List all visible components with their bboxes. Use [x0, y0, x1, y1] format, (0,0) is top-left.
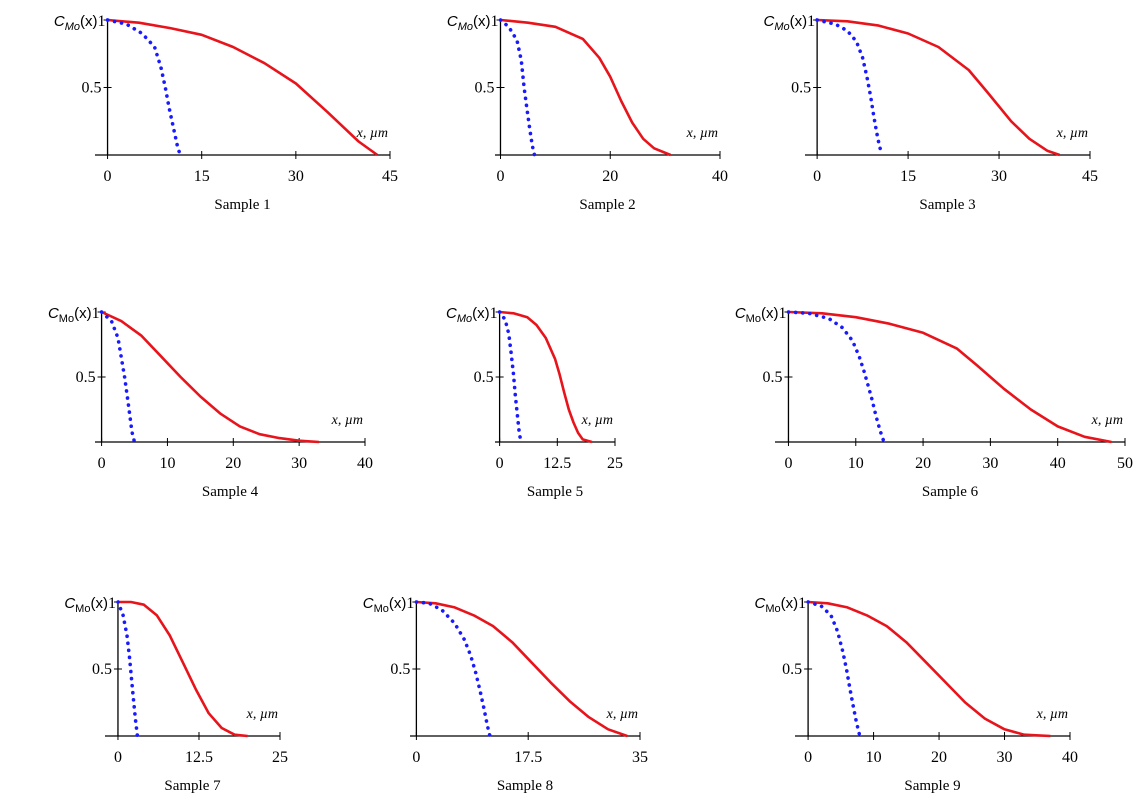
- y-axis-label: CMo(x)1: [363, 595, 415, 615]
- x-tick-label: 45: [382, 168, 398, 185]
- x-tick-label: 0: [98, 455, 106, 472]
- y-tick-label: 0.5: [82, 80, 102, 97]
- x-tick-label: 15: [900, 168, 916, 185]
- panel-caption: Sample 5: [527, 484, 583, 500]
- model-profile-dotted-line: [105, 18, 183, 157]
- y-axis-label: CMo(x)1: [447, 13, 499, 33]
- x-tick-label: 20: [225, 455, 241, 472]
- model-profile-dotted-line: [806, 600, 862, 738]
- measured-profile-line: [808, 600, 1051, 738]
- x-tick-label: 10: [848, 455, 864, 472]
- measured-profile-line: [817, 18, 1061, 157]
- panel-caption: Sample 2: [579, 197, 635, 213]
- x-tick-label: 10: [159, 455, 175, 472]
- y-axis-label: CMo(x)1: [735, 305, 787, 325]
- x-tick-label: 0: [804, 749, 812, 766]
- measured-profile-line: [788, 310, 1112, 444]
- y-axis-label: CMo(x)1: [64, 595, 116, 615]
- chart-panel-2: 0 20 40 0.5 CMo(x)1 x, µm Sample 2: [447, 13, 728, 213]
- x-axis-label: x, µm: [1056, 126, 1088, 141]
- y-tick-label: 0.5: [390, 661, 410, 678]
- x-tick-label: 20: [931, 749, 947, 766]
- x-axis-label: x, µm: [1091, 413, 1123, 428]
- x-axis-label: x, µm: [686, 126, 718, 141]
- x-tick-label: 30: [291, 455, 307, 472]
- chart-panel-6: 0 10 20 30 40 50 0.5 CMo(x)1 x, µm Sample 6: [735, 305, 1133, 500]
- x-tick-label: 0: [784, 455, 792, 472]
- x-tick-label: 35: [632, 749, 648, 766]
- y-tick-label: 0.5: [474, 80, 494, 97]
- x-axis-label: x, µm: [246, 707, 278, 722]
- panel-caption: Sample 3: [919, 197, 975, 213]
- model-profile-dotted-line: [815, 18, 885, 157]
- model-profile-dotted-line: [414, 600, 492, 738]
- y-tick-label: 0.5: [782, 661, 802, 678]
- measured-profile-line: [118, 600, 248, 738]
- x-axis-label: x, µm: [1036, 707, 1068, 722]
- x-axis-label: x, µm: [581, 413, 613, 428]
- x-axis-label: x, µm: [606, 707, 638, 722]
- x-tick-label: 20: [915, 455, 931, 472]
- x-tick-label: 12.5: [185, 749, 213, 766]
- y-axis-label: CMo(x)1: [54, 13, 106, 33]
- x-tick-label: 40: [1062, 749, 1078, 766]
- x-tick-label: 40: [1050, 455, 1066, 472]
- measured-profile-line: [107, 18, 379, 157]
- x-tick-label: 12.5: [543, 455, 571, 472]
- x-axis-label: x, µm: [356, 126, 388, 141]
- measured-profile-line: [500, 18, 672, 157]
- x-tick-label: 0: [412, 749, 420, 766]
- y-tick-label: 0.5: [76, 369, 96, 386]
- panel-caption: Sample 9: [904, 778, 960, 794]
- x-tick-label: 25: [607, 455, 623, 472]
- x-tick-label: 40: [712, 168, 728, 185]
- model-profile-dotted-line: [786, 310, 886, 444]
- x-tick-label: 0: [496, 455, 504, 472]
- x-tick-label: 40: [357, 455, 373, 472]
- x-tick-label: 0: [114, 749, 122, 766]
- model-profile-dotted-line: [99, 310, 137, 444]
- x-axis-label: x, µm: [331, 413, 363, 428]
- x-tick-label: 0: [104, 168, 112, 185]
- y-axis-label: CMo(x)1: [446, 305, 498, 325]
- measured-profile-line: [101, 310, 319, 444]
- chart-panel-3: 0 15 30 45 0.5 CMo(x)1 x, µm Sample 3: [764, 13, 1098, 213]
- y-tick-label: 0.5: [92, 661, 112, 678]
- y-tick-label: 0.5: [762, 369, 782, 386]
- x-tick-label: 30: [997, 749, 1013, 766]
- panel-caption: Sample 1: [214, 197, 270, 213]
- x-tick-label: 20: [602, 168, 618, 185]
- chart-panel-7: 0 12.5 25 0.5 CMo(x)1 x, µm Sample 7: [64, 595, 288, 794]
- measured-profile-line: [499, 310, 593, 444]
- chart-panel-9: 0 10 20 30 40 0.5 CMo(x)1 x, µm Sample 9: [754, 595, 1078, 794]
- x-tick-label: 50: [1117, 455, 1133, 472]
- chart-panel-8: 0 17.5 35 0.5 CMo(x)1 x, µm Sample 8: [363, 595, 648, 794]
- x-tick-label: 30: [991, 168, 1007, 185]
- panel-caption: Sample 7: [164, 778, 221, 794]
- chart-panel-4: 0 10 20 30 40 0.5 CMo(x)1 x, µm Sample 4: [48, 305, 373, 500]
- panel-caption: Sample 4: [202, 484, 259, 500]
- x-tick-label: 10: [866, 749, 882, 766]
- y-tick-label: 0.5: [474, 369, 494, 386]
- chart-panel-5: 0 12.5 25 0.5 CMo(x)1 x, µm Sample 5: [446, 305, 623, 500]
- chart-panel-1: 0 15 30 45 0.5 CMo(x)1 x, µm Sample 1: [54, 13, 398, 213]
- x-tick-label: 30: [288, 168, 304, 185]
- x-tick-label: 25: [272, 749, 288, 766]
- panel-caption: Sample 8: [497, 778, 553, 794]
- model-profile-dotted-line: [498, 18, 537, 157]
- x-tick-label: 17.5: [514, 749, 542, 766]
- x-tick-label: 30: [982, 455, 998, 472]
- x-tick-label: 0: [813, 168, 821, 185]
- y-tick-label: 0.5: [791, 80, 811, 97]
- x-tick-label: 45: [1082, 168, 1098, 185]
- model-profile-dotted-line: [497, 310, 523, 444]
- y-axis-label: CMo(x)1: [48, 305, 100, 325]
- panel-caption: Sample 6: [922, 484, 979, 500]
- y-axis-label: CMo(x)1: [764, 13, 816, 33]
- y-axis-label: CMo(x)1: [754, 595, 806, 615]
- x-tick-label: 15: [194, 168, 210, 185]
- measured-profile-line: [416, 600, 628, 738]
- x-tick-label: 0: [496, 168, 504, 185]
